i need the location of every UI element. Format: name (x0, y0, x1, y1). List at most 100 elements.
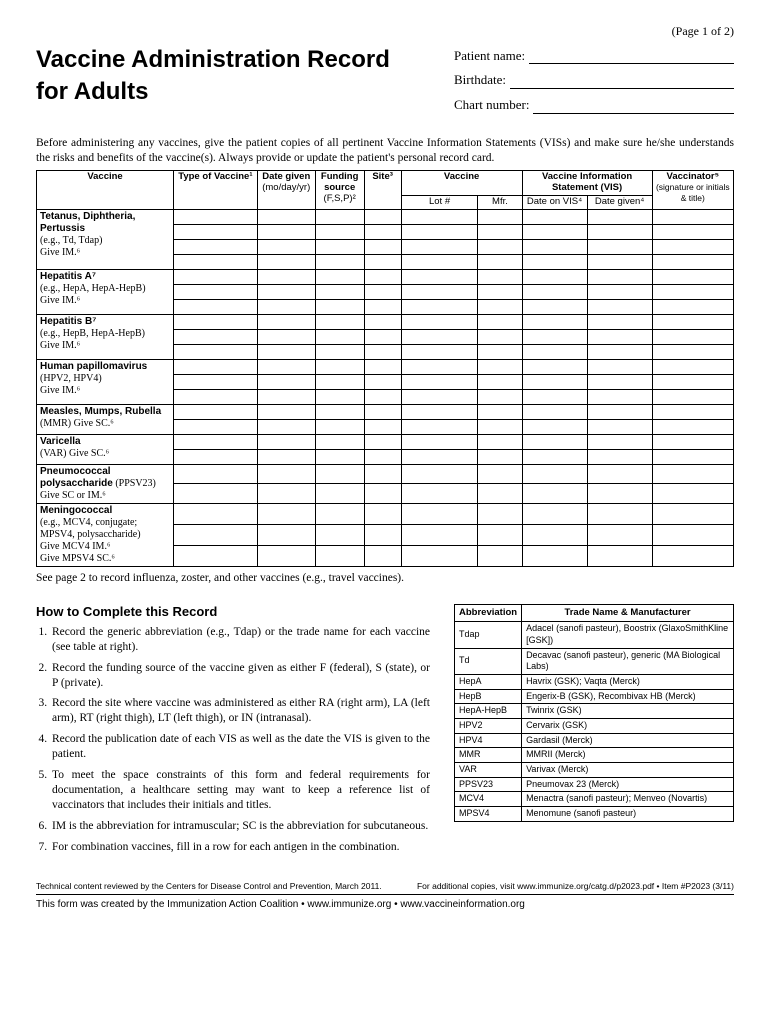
data-cell[interactable] (522, 503, 587, 524)
data-cell[interactable] (478, 389, 522, 404)
patient-name-field[interactable] (529, 50, 734, 64)
data-cell[interactable] (522, 269, 587, 284)
data-cell[interactable] (587, 464, 652, 484)
data-cell[interactable] (257, 239, 315, 254)
data-cell[interactable] (364, 389, 401, 404)
data-cell[interactable] (587, 449, 652, 464)
data-cell[interactable] (174, 314, 258, 329)
data-cell[interactable] (257, 419, 315, 434)
data-cell[interactable] (587, 239, 652, 254)
data-cell[interactable] (364, 284, 401, 299)
data-cell[interactable] (652, 239, 733, 254)
data-cell[interactable] (174, 449, 258, 464)
data-cell[interactable] (522, 389, 587, 404)
data-cell[interactable] (587, 359, 652, 374)
data-cell[interactable] (652, 434, 733, 449)
data-cell[interactable] (478, 224, 522, 239)
data-cell[interactable] (315, 209, 364, 224)
data-cell[interactable] (315, 503, 364, 524)
data-cell[interactable] (652, 269, 733, 284)
data-cell[interactable] (174, 209, 258, 224)
data-cell[interactable] (401, 329, 478, 344)
data-cell[interactable] (587, 524, 652, 545)
data-cell[interactable] (587, 284, 652, 299)
data-cell[interactable] (401, 209, 478, 224)
data-cell[interactable] (401, 419, 478, 434)
data-cell[interactable] (174, 329, 258, 344)
data-cell[interactable] (364, 503, 401, 524)
data-cell[interactable] (522, 299, 587, 314)
data-cell[interactable] (315, 344, 364, 359)
data-cell[interactable] (522, 209, 587, 224)
data-cell[interactable] (364, 404, 401, 419)
data-cell[interactable] (587, 434, 652, 449)
data-cell[interactable] (174, 484, 258, 504)
data-cell[interactable] (257, 314, 315, 329)
data-cell[interactable] (587, 344, 652, 359)
data-cell[interactable] (587, 269, 652, 284)
data-cell[interactable] (478, 254, 522, 269)
data-cell[interactable] (478, 239, 522, 254)
data-cell[interactable] (364, 359, 401, 374)
data-cell[interactable] (478, 524, 522, 545)
data-cell[interactable] (652, 419, 733, 434)
data-cell[interactable] (257, 524, 315, 545)
data-cell[interactable] (478, 209, 522, 224)
data-cell[interactable] (174, 434, 258, 449)
data-cell[interactable] (315, 254, 364, 269)
data-cell[interactable] (315, 449, 364, 464)
data-cell[interactable] (315, 269, 364, 284)
data-cell[interactable] (401, 359, 478, 374)
data-cell[interactable] (257, 329, 315, 344)
data-cell[interactable] (652, 299, 733, 314)
data-cell[interactable] (315, 329, 364, 344)
data-cell[interactable] (315, 389, 364, 404)
data-cell[interactable] (315, 224, 364, 239)
data-cell[interactable] (174, 524, 258, 545)
data-cell[interactable] (364, 524, 401, 545)
data-cell[interactable] (364, 269, 401, 284)
data-cell[interactable] (401, 284, 478, 299)
data-cell[interactable] (522, 484, 587, 504)
data-cell[interactable] (315, 374, 364, 389)
data-cell[interactable] (652, 464, 733, 484)
data-cell[interactable] (652, 209, 733, 224)
data-cell[interactable] (364, 449, 401, 464)
data-cell[interactable] (401, 314, 478, 329)
data-cell[interactable] (174, 299, 258, 314)
data-cell[interactable] (364, 209, 401, 224)
data-cell[interactable] (364, 299, 401, 314)
data-cell[interactable] (364, 314, 401, 329)
data-cell[interactable] (257, 389, 315, 404)
data-cell[interactable] (257, 254, 315, 269)
data-cell[interactable] (478, 503, 522, 524)
data-cell[interactable] (364, 329, 401, 344)
data-cell[interactable] (257, 299, 315, 314)
data-cell[interactable] (652, 449, 733, 464)
data-cell[interactable] (522, 545, 587, 566)
data-cell[interactable] (315, 314, 364, 329)
data-cell[interactable] (257, 269, 315, 284)
data-cell[interactable] (174, 284, 258, 299)
data-cell[interactable] (364, 419, 401, 434)
data-cell[interactable] (478, 545, 522, 566)
data-cell[interactable] (522, 374, 587, 389)
data-cell[interactable] (364, 464, 401, 484)
data-cell[interactable] (257, 284, 315, 299)
data-cell[interactable] (587, 404, 652, 419)
data-cell[interactable] (257, 344, 315, 359)
data-cell[interactable] (364, 254, 401, 269)
data-cell[interactable] (257, 545, 315, 566)
data-cell[interactable] (652, 359, 733, 374)
data-cell[interactable] (478, 374, 522, 389)
data-cell[interactable] (652, 224, 733, 239)
data-cell[interactable] (257, 404, 315, 419)
data-cell[interactable] (522, 419, 587, 434)
data-cell[interactable] (401, 344, 478, 359)
data-cell[interactable] (478, 299, 522, 314)
data-cell[interactable] (522, 254, 587, 269)
data-cell[interactable] (652, 314, 733, 329)
data-cell[interactable] (364, 224, 401, 239)
data-cell[interactable] (401, 449, 478, 464)
data-cell[interactable] (522, 524, 587, 545)
